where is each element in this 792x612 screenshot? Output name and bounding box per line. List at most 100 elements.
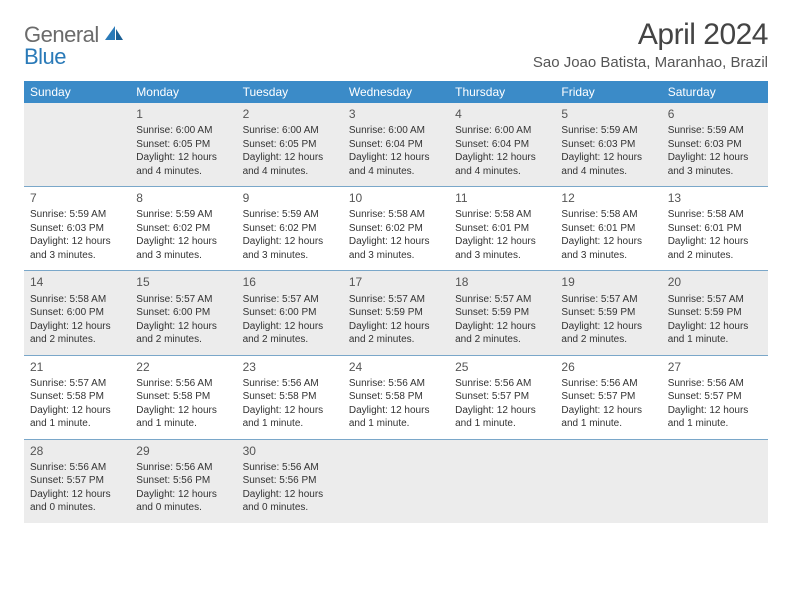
day-line: Sunrise: 5:59 AM [30, 208, 124, 222]
day-line: Daylight: 12 hours and 2 minutes. [455, 320, 549, 347]
day-content: Sunrise: 5:57 AMSunset: 5:59 PMDaylight:… [662, 293, 768, 356]
day-line: Sunset: 6:02 PM [349, 222, 443, 236]
dow-row: Sunday Monday Tuesday Wednesday Thursday… [24, 81, 768, 103]
day-line: Daylight: 12 hours and 1 minute. [30, 404, 124, 431]
dow-sunday: Sunday [24, 81, 130, 103]
day-content: Sunrise: 5:58 AMSunset: 6:01 PMDaylight:… [449, 208, 555, 271]
day-line: Daylight: 12 hours and 3 minutes. [136, 235, 230, 262]
dow-thursday: Thursday [449, 81, 555, 103]
day-content: Sunrise: 5:56 AMSunset: 5:57 PMDaylight:… [555, 377, 661, 440]
day-number: 23 [237, 355, 343, 377]
day-line: Sunset: 5:58 PM [136, 390, 230, 404]
day-line: Sunset: 5:57 PM [561, 390, 655, 404]
day-line: Daylight: 12 hours and 3 minutes. [30, 235, 124, 262]
day-line: Daylight: 12 hours and 4 minutes. [243, 151, 337, 178]
week-content-row: Sunrise: 5:59 AMSunset: 6:03 PMDaylight:… [24, 208, 768, 271]
day-line: Sunrise: 5:57 AM [455, 293, 549, 307]
day-number: 9 [237, 187, 343, 209]
month-title: April 2024 [533, 18, 768, 52]
day-line: Sunset: 5:57 PM [455, 390, 549, 404]
day-line: Daylight: 12 hours and 2 minutes. [136, 320, 230, 347]
dow-monday: Monday [130, 81, 236, 103]
day-line: Sunrise: 5:58 AM [668, 208, 762, 222]
day-content: Sunrise: 6:00 AMSunset: 6:04 PMDaylight:… [343, 124, 449, 187]
day-line: Daylight: 12 hours and 1 minute. [455, 404, 549, 431]
day-line: Daylight: 12 hours and 3 minutes. [455, 235, 549, 262]
day-line: Sunset: 6:00 PM [30, 306, 124, 320]
day-line: Daylight: 12 hours and 2 minutes. [30, 320, 124, 347]
day-content: Sunrise: 6:00 AMSunset: 6:04 PMDaylight:… [449, 124, 555, 187]
calendar-table: Sunday Monday Tuesday Wednesday Thursday… [24, 81, 768, 523]
day-content: Sunrise: 5:59 AMSunset: 6:02 PMDaylight:… [130, 208, 236, 271]
day-line: Daylight: 12 hours and 4 minutes. [136, 151, 230, 178]
day-line: Daylight: 12 hours and 3 minutes. [668, 151, 762, 178]
day-content: Sunrise: 5:59 AMSunset: 6:03 PMDaylight:… [24, 208, 130, 271]
day-number: 26 [555, 355, 661, 377]
day-number: 6 [662, 103, 768, 124]
day-line: Sunset: 5:58 PM [30, 390, 124, 404]
day-line: Sunrise: 5:56 AM [136, 461, 230, 475]
day-number: 16 [237, 271, 343, 293]
day-number: 18 [449, 271, 555, 293]
week-daynum-row: 78910111213 [24, 187, 768, 209]
day-content: Sunrise: 5:58 AMSunset: 6:01 PMDaylight:… [662, 208, 768, 271]
day-content [343, 461, 449, 523]
brand-part2-wrap: Blue [24, 44, 66, 70]
day-content: Sunrise: 5:57 AMSunset: 5:59 PMDaylight:… [343, 293, 449, 356]
day-line: Daylight: 12 hours and 2 minutes. [668, 235, 762, 262]
day-number: 29 [130, 439, 236, 461]
day-content: Sunrise: 5:56 AMSunset: 5:58 PMDaylight:… [130, 377, 236, 440]
day-line: Daylight: 12 hours and 4 minutes. [349, 151, 443, 178]
dow-friday: Friday [555, 81, 661, 103]
day-number: 20 [662, 271, 768, 293]
day-content: Sunrise: 5:56 AMSunset: 5:58 PMDaylight:… [237, 377, 343, 440]
day-line: Sunset: 5:57 PM [30, 474, 124, 488]
day-line: Sunrise: 5:56 AM [30, 461, 124, 475]
dow-wednesday: Wednesday [343, 81, 449, 103]
day-number: 14 [24, 271, 130, 293]
week-daynum-row: 14151617181920 [24, 271, 768, 293]
day-line: Daylight: 12 hours and 1 minute. [668, 404, 762, 431]
day-line: Sunrise: 5:59 AM [136, 208, 230, 222]
day-line: Daylight: 12 hours and 2 minutes. [243, 320, 337, 347]
week-daynum-row: 282930 [24, 439, 768, 461]
calendar-body: 123456Sunrise: 6:00 AMSunset: 6:05 PMDay… [24, 103, 768, 523]
day-line: Sunset: 6:04 PM [455, 138, 549, 152]
sail-icon [103, 24, 125, 47]
day-number: 12 [555, 187, 661, 209]
day-content: Sunrise: 5:59 AMSunset: 6:03 PMDaylight:… [555, 124, 661, 187]
day-line: Daylight: 12 hours and 1 minute. [243, 404, 337, 431]
day-line: Sunrise: 5:56 AM [136, 377, 230, 391]
day-number: 13 [662, 187, 768, 209]
day-number: 11 [449, 187, 555, 209]
day-number: 4 [449, 103, 555, 124]
day-content [555, 461, 661, 523]
day-content: Sunrise: 5:56 AMSunset: 5:57 PMDaylight:… [662, 377, 768, 440]
day-line: Sunset: 6:02 PM [243, 222, 337, 236]
day-line: Sunset: 5:56 PM [243, 474, 337, 488]
day-line: Sunrise: 5:56 AM [455, 377, 549, 391]
header: General April 2024 Sao Joao Batista, Mar… [24, 18, 768, 71]
day-number: 30 [237, 439, 343, 461]
day-line: Sunset: 6:01 PM [455, 222, 549, 236]
day-number: 7 [24, 187, 130, 209]
week-content-row: Sunrise: 5:57 AMSunset: 5:58 PMDaylight:… [24, 377, 768, 440]
day-content: Sunrise: 5:57 AMSunset: 6:00 PMDaylight:… [237, 293, 343, 356]
day-line: Sunset: 5:57 PM [668, 390, 762, 404]
day-line: Sunrise: 6:00 AM [136, 124, 230, 138]
week-content-row: Sunrise: 5:58 AMSunset: 6:00 PMDaylight:… [24, 293, 768, 356]
day-line: Sunrise: 5:59 AM [561, 124, 655, 138]
week-daynum-row: 123456 [24, 103, 768, 124]
day-content: Sunrise: 5:58 AMSunset: 6:01 PMDaylight:… [555, 208, 661, 271]
day-line: Sunset: 6:00 PM [136, 306, 230, 320]
day-number: 17 [343, 271, 449, 293]
day-content: Sunrise: 5:57 AMSunset: 5:59 PMDaylight:… [449, 293, 555, 356]
day-number [555, 439, 661, 461]
day-line: Daylight: 12 hours and 2 minutes. [349, 320, 443, 347]
day-line: Daylight: 12 hours and 1 minute. [136, 404, 230, 431]
day-line: Sunrise: 5:57 AM [30, 377, 124, 391]
day-line: Daylight: 12 hours and 1 minute. [349, 404, 443, 431]
day-number: 5 [555, 103, 661, 124]
day-content: Sunrise: 5:57 AMSunset: 6:00 PMDaylight:… [130, 293, 236, 356]
day-line: Sunrise: 5:58 AM [349, 208, 443, 222]
